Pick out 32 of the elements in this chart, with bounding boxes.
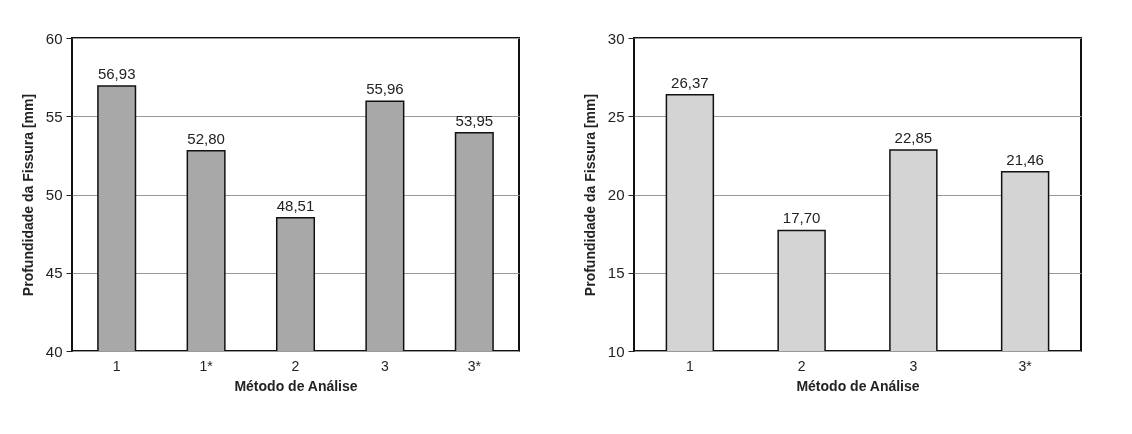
data-label: 21,46 (1006, 150, 1044, 168)
x-tick-label: 1* (199, 357, 214, 374)
y-tick-label: 40 (45, 342, 63, 360)
x-tick-label: 1 (112, 357, 121, 374)
y-tick-label: 30 (607, 29, 625, 47)
x-tick-label: 3* (1018, 357, 1033, 374)
y-tick-label: 45 (45, 264, 63, 282)
y-tick-label: 15 (607, 264, 625, 282)
data-label: 55,96 (366, 80, 404, 98)
x-tick-label: 2 (797, 357, 806, 374)
x-axis-title: Método de Análise (234, 377, 358, 394)
y-tick-label: 25 (607, 107, 625, 125)
x-tick-label: 2 (291, 357, 300, 374)
data-label: 17,70 (782, 209, 821, 227)
x-tick-label: 3 (381, 357, 389, 374)
y-tick-label: 55 (45, 107, 63, 125)
y-axis-title: Profundidade da Fissura [mm] (581, 93, 598, 297)
x-tick-label: 3 (909, 357, 918, 374)
data-label: 52,80 (187, 129, 225, 147)
data-label: 53,95 (455, 111, 494, 129)
x-tick-label: 3* (467, 357, 482, 374)
y-tick-label: 60 (45, 29, 63, 47)
y-axis-title: Profundidade da Fissura [mm] (19, 93, 36, 297)
data-label: 48,51 (276, 196, 315, 214)
y-tick-label: 20 (607, 186, 625, 203)
y-tick-label: 50 (45, 186, 63, 203)
x-axis-title: Método de Análise (796, 377, 920, 394)
data-label: 22,85 (894, 128, 933, 146)
data-label: 26,37 (671, 73, 709, 91)
y-tick-label: 10 (607, 342, 625, 360)
data-label: 56,93 (97, 65, 136, 83)
x-tick-label: 1 (685, 357, 694, 374)
